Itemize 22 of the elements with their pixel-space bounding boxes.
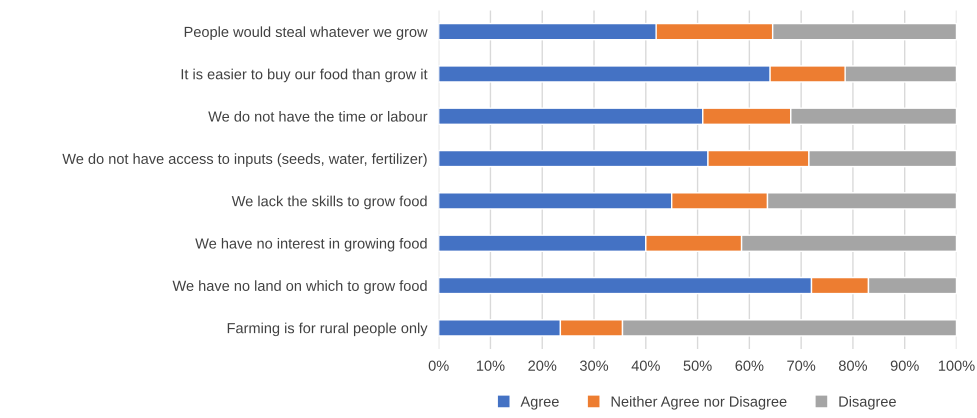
y-tick-label: It is easier to buy our food than grow it [182,68,428,82]
x-tick-label: 60% [736,360,764,371]
x-tick-label: 20% [528,360,556,371]
x-tick-label: 10% [476,360,505,371]
y-tick-label: We do not have the time or labour [208,110,428,122]
y-tick-label: We lack the skills to grow food [232,196,427,210]
x-tick-label: 80% [838,360,867,371]
y-tick-label: We have no land on which to grow food [172,280,427,294]
x-tick-label: 50% [684,360,712,371]
x-tick-label: 90% [890,360,919,371]
x-tick-label: 0% [428,360,449,371]
x-tick-label: 100% [938,360,975,371]
legend-label: Disagree [839,396,896,410]
y-tick-label: We do not have access to inputs (seeds, water, fertilizer) [62,153,427,167]
x-tick-label: 30% [580,360,608,371]
y-tick-label: We have no interest in growing food [195,238,427,252]
x-tick-label: 40% [632,360,660,371]
legend-label: Neither Agree nor Disagree [612,396,787,410]
x-tick-label: 70% [787,360,816,371]
legend-label: Agree [520,396,559,410]
y-tick-label: People would steal whatever we grow [184,26,428,40]
y-tick-label: Farming is for rural people only [228,322,428,336]
